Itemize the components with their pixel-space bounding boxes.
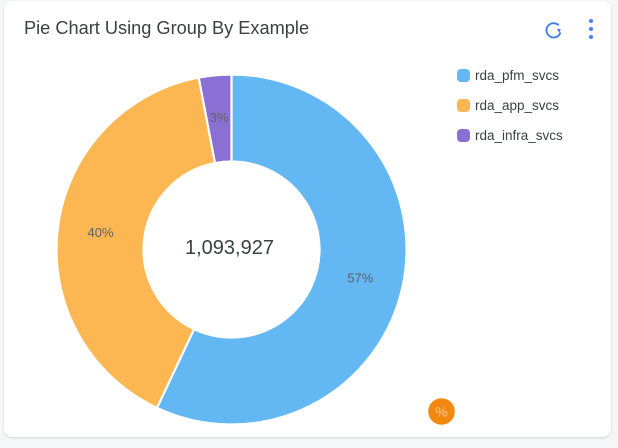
svg-text:1,093,927: 1,093,927 <box>185 237 274 259</box>
svg-text:57%: 57% <box>347 270 373 285</box>
svg-text:40%: 40% <box>88 225 114 240</box>
svg-text:3%: 3% <box>210 110 229 125</box>
svg-text:%: % <box>435 404 448 420</box>
